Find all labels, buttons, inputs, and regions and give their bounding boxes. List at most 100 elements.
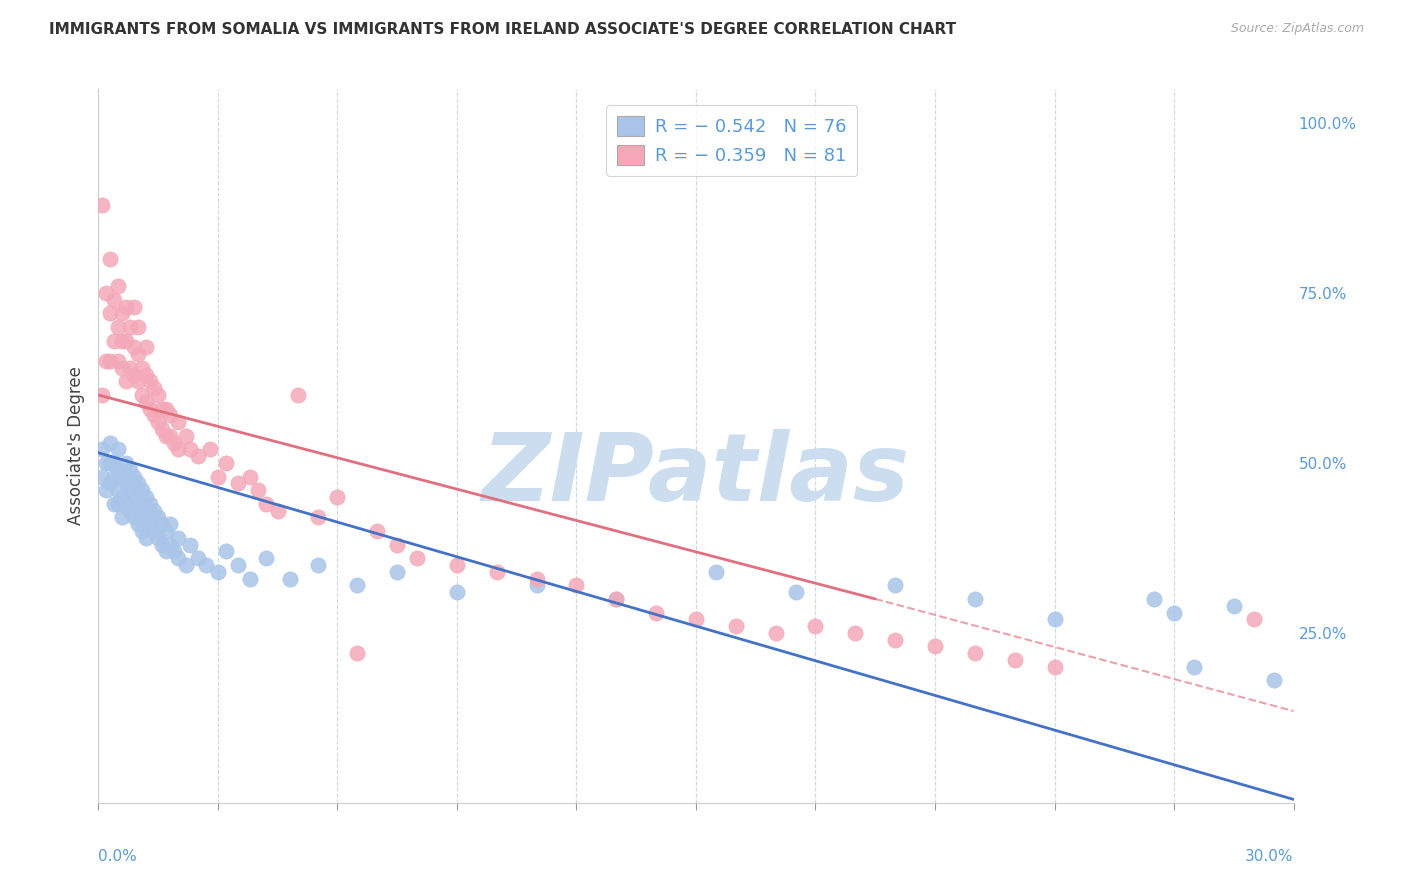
Point bbox=[884, 632, 907, 647]
Point bbox=[163, 435, 186, 450]
Point bbox=[226, 558, 249, 572]
Point bbox=[111, 306, 134, 320]
Text: ZIPatlas: ZIPatlas bbox=[482, 428, 910, 521]
Point bbox=[127, 375, 149, 389]
Point bbox=[100, 476, 122, 491]
Point bbox=[167, 442, 190, 457]
Point bbox=[100, 354, 122, 368]
Point bbox=[143, 381, 166, 395]
Point bbox=[96, 286, 118, 301]
Point bbox=[167, 415, 190, 429]
Point bbox=[159, 517, 181, 532]
Point bbox=[103, 469, 125, 483]
Point bbox=[107, 279, 129, 293]
Point bbox=[1222, 599, 1246, 613]
Point bbox=[115, 375, 138, 389]
Point bbox=[159, 409, 181, 423]
Point bbox=[150, 401, 173, 416]
Point bbox=[150, 517, 173, 532]
Point bbox=[1004, 653, 1026, 667]
Point bbox=[91, 469, 114, 483]
Point bbox=[91, 442, 114, 457]
Point bbox=[115, 334, 138, 348]
Point bbox=[100, 306, 122, 320]
Point bbox=[1143, 591, 1166, 606]
Point bbox=[267, 503, 290, 517]
Text: IMMIGRANTS FROM SOMALIA VS IMMIGRANTS FROM IRELAND ASSOCIATE'S DEGREE CORRELATIO: IMMIGRANTS FROM SOMALIA VS IMMIGRANTS FR… bbox=[49, 22, 956, 37]
Point bbox=[103, 497, 125, 511]
Point bbox=[124, 510, 146, 524]
Point bbox=[131, 388, 153, 402]
Point bbox=[103, 456, 125, 470]
Point bbox=[167, 551, 190, 566]
Point bbox=[120, 503, 142, 517]
Point bbox=[139, 401, 162, 416]
Point bbox=[131, 524, 153, 538]
Point bbox=[115, 497, 138, 511]
Point bbox=[326, 490, 349, 504]
Point bbox=[103, 293, 125, 307]
Point bbox=[207, 565, 229, 579]
Point bbox=[246, 483, 269, 498]
Point bbox=[91, 198, 114, 212]
Point bbox=[446, 558, 468, 572]
Point bbox=[1043, 612, 1066, 626]
Point bbox=[107, 354, 129, 368]
Point bbox=[254, 551, 277, 566]
Point bbox=[111, 469, 134, 483]
Point bbox=[346, 578, 368, 592]
Point bbox=[685, 612, 707, 626]
Point bbox=[195, 558, 218, 572]
Text: 30.0%: 30.0% bbox=[1246, 849, 1294, 864]
Point bbox=[163, 544, 186, 558]
Point bbox=[131, 360, 153, 375]
Point bbox=[127, 517, 149, 532]
Point bbox=[96, 456, 118, 470]
Point bbox=[120, 463, 142, 477]
Point bbox=[179, 537, 201, 551]
Point bbox=[135, 341, 157, 355]
Point bbox=[155, 544, 177, 558]
Point bbox=[120, 483, 142, 498]
Point bbox=[366, 524, 388, 538]
Point bbox=[174, 429, 197, 443]
Point bbox=[385, 565, 409, 579]
Point bbox=[124, 300, 146, 314]
Point bbox=[107, 497, 129, 511]
Point bbox=[111, 510, 134, 524]
Point bbox=[307, 558, 329, 572]
Point bbox=[143, 524, 166, 538]
Point bbox=[704, 565, 727, 579]
Point bbox=[1243, 612, 1265, 626]
Point bbox=[174, 558, 197, 572]
Point bbox=[307, 510, 329, 524]
Point bbox=[346, 646, 368, 660]
Point bbox=[198, 442, 221, 457]
Point bbox=[1043, 660, 1066, 674]
Point bbox=[143, 503, 166, 517]
Point bbox=[143, 409, 166, 423]
Point bbox=[148, 510, 170, 524]
Point bbox=[526, 578, 548, 592]
Point bbox=[446, 585, 468, 599]
Point bbox=[135, 368, 157, 382]
Legend: R = − 0.542   N = 76, R = − 0.359   N = 81: R = − 0.542 N = 76, R = − 0.359 N = 81 bbox=[606, 105, 858, 176]
Point bbox=[111, 334, 134, 348]
Point bbox=[385, 537, 409, 551]
Point bbox=[785, 585, 807, 599]
Point bbox=[127, 476, 149, 491]
Point bbox=[187, 449, 209, 463]
Point bbox=[139, 497, 162, 511]
Point bbox=[167, 531, 190, 545]
Point bbox=[924, 640, 946, 654]
Point bbox=[844, 626, 866, 640]
Point bbox=[278, 572, 301, 586]
Point bbox=[155, 524, 177, 538]
Point bbox=[131, 503, 153, 517]
Point bbox=[605, 591, 627, 606]
Point bbox=[107, 442, 129, 457]
Point bbox=[406, 551, 429, 566]
Point bbox=[215, 544, 238, 558]
Point bbox=[135, 510, 157, 524]
Point bbox=[1263, 673, 1285, 688]
